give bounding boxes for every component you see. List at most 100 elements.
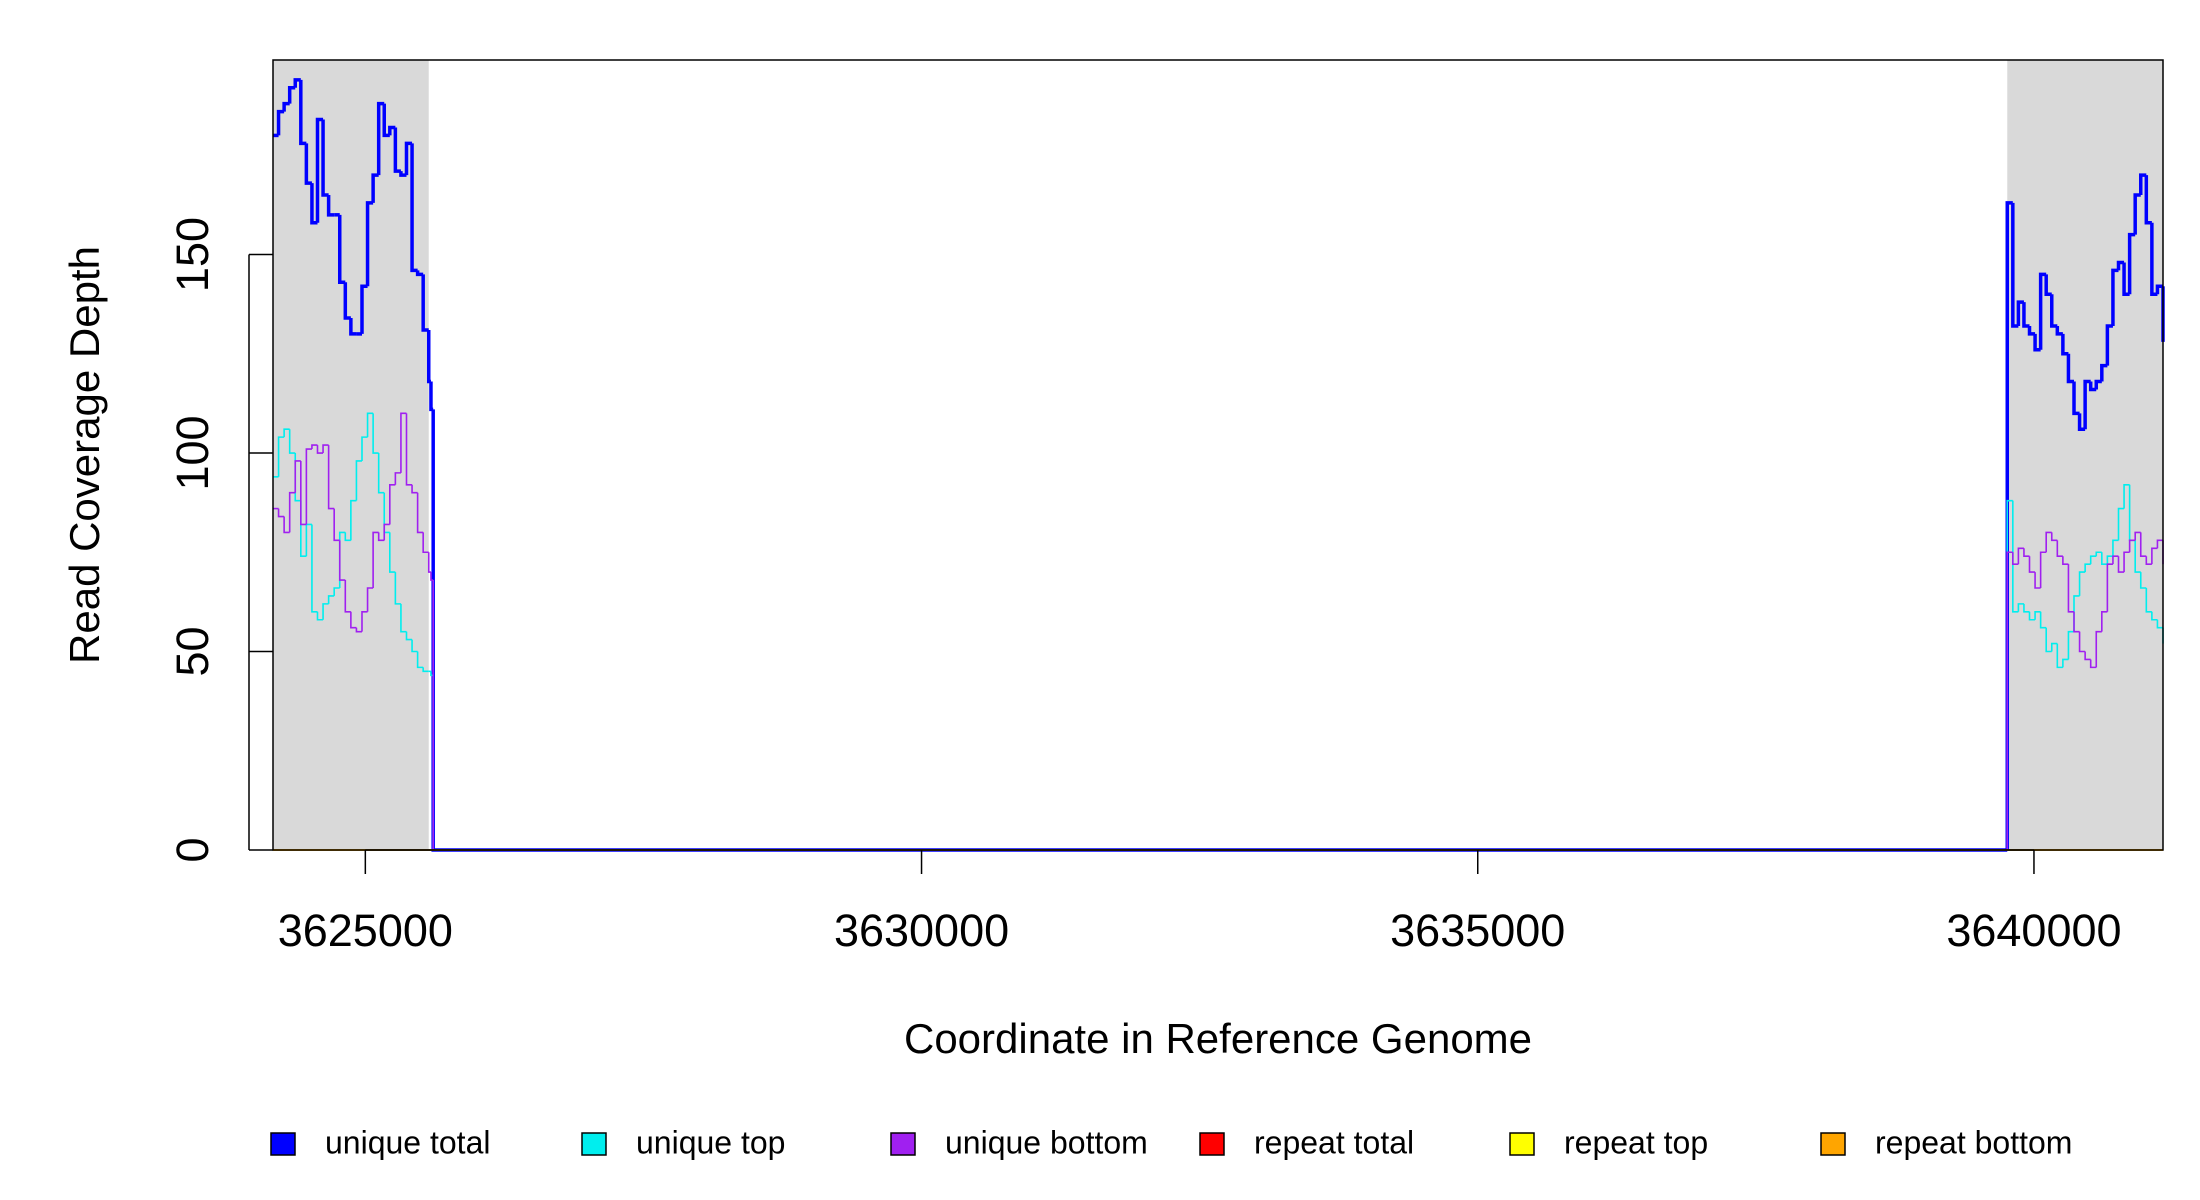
step-segment bbox=[427, 552, 431, 573]
step-segment bbox=[2027, 325, 2036, 336]
step-segment bbox=[405, 413, 413, 486]
step-segment bbox=[404, 141, 413, 176]
step-segment bbox=[304, 143, 312, 185]
x-tick-label: 3635000 bbox=[1390, 905, 1565, 956]
step-segment bbox=[394, 572, 401, 605]
step-segment bbox=[277, 508, 285, 518]
step-segment bbox=[2066, 353, 2075, 384]
step-segment bbox=[2023, 548, 2030, 558]
legend-label: repeat bottom bbox=[1875, 1124, 2072, 1160]
step-segment bbox=[361, 436, 368, 461]
step-segment bbox=[349, 318, 357, 336]
step-segment bbox=[2017, 603, 2024, 612]
step-segment bbox=[287, 86, 296, 104]
step-segment bbox=[299, 79, 307, 146]
step-segment bbox=[2150, 222, 2158, 296]
step-segment bbox=[350, 499, 357, 541]
step-segment bbox=[410, 143, 418, 273]
step-segment bbox=[333, 587, 340, 596]
step-segment bbox=[411, 484, 418, 494]
step-segment bbox=[2083, 379, 2091, 430]
step-segment bbox=[2034, 572, 2041, 589]
step-segment bbox=[2133, 193, 2141, 235]
step-segment bbox=[2122, 262, 2130, 296]
step-segment bbox=[2139, 532, 2147, 558]
step-segment bbox=[411, 639, 418, 653]
step-segment bbox=[2050, 532, 2058, 542]
step-segment bbox=[283, 428, 290, 438]
step-segment bbox=[399, 171, 407, 177]
step-segment bbox=[2038, 272, 2047, 350]
step-segment bbox=[2045, 627, 2052, 653]
legend-label: unique bottom bbox=[945, 1124, 1148, 1160]
y-tick-label: 50 bbox=[167, 626, 218, 676]
step-segment bbox=[429, 381, 434, 412]
step-segment bbox=[344, 532, 351, 542]
step-segment bbox=[2127, 232, 2136, 295]
step-segment bbox=[2139, 173, 2147, 195]
step-segment bbox=[2151, 611, 2158, 621]
y-axis-title: Read Coverage Depth bbox=[61, 246, 108, 664]
step-segment bbox=[2062, 556, 2069, 565]
step-segment bbox=[2084, 563, 2091, 573]
legend-swatch bbox=[270, 1132, 296, 1156]
step-segment bbox=[2073, 611, 2080, 633]
step-segment bbox=[422, 532, 429, 554]
x-tick-label: 3625000 bbox=[278, 905, 453, 956]
step-segment bbox=[305, 448, 312, 525]
step-segment bbox=[327, 445, 335, 510]
step-segment bbox=[355, 627, 362, 633]
step-segment bbox=[372, 413, 379, 454]
step-segment bbox=[400, 603, 407, 633]
step-segment bbox=[2012, 500, 2019, 613]
step-segment bbox=[365, 201, 374, 287]
step-segment bbox=[315, 117, 324, 223]
step-segment bbox=[2117, 556, 2125, 573]
step-segment bbox=[2088, 381, 2097, 392]
step-segment bbox=[366, 587, 374, 612]
step-segment bbox=[388, 125, 396, 136]
step-segment bbox=[2094, 379, 2102, 390]
step-segment bbox=[2056, 540, 2063, 558]
legend-swatch bbox=[890, 1132, 916, 1156]
step-segment bbox=[422, 667, 429, 673]
step-segment bbox=[2072, 381, 2080, 416]
x-tick-label: 3630000 bbox=[834, 905, 1009, 956]
step-segment bbox=[2156, 539, 2163, 549]
y-tick-label: 0 bbox=[167, 837, 218, 862]
step-segment bbox=[416, 492, 424, 534]
step-segment bbox=[288, 491, 296, 533]
step-segment bbox=[2106, 563, 2113, 612]
step-segment bbox=[293, 78, 301, 88]
step-segment bbox=[310, 183, 318, 225]
step-segment bbox=[2061, 333, 2069, 356]
step-segment bbox=[276, 109, 285, 136]
step-segment bbox=[2112, 555, 2119, 565]
step-segment bbox=[2117, 507, 2125, 541]
legend-swatch bbox=[1199, 1132, 1225, 1156]
step-segment bbox=[2139, 572, 2147, 589]
step-segment bbox=[2134, 531, 2141, 541]
step-segment bbox=[393, 127, 401, 173]
step-segment bbox=[344, 580, 351, 613]
step-segment bbox=[432, 580, 2008, 851]
step-segment bbox=[2123, 551, 2130, 573]
step-segment bbox=[282, 101, 290, 112]
step-segment bbox=[394, 472, 401, 485]
step-segment bbox=[2084, 651, 2091, 661]
step-segment bbox=[2017, 547, 2024, 565]
step-segment bbox=[2050, 294, 2058, 328]
step-segment bbox=[377, 532, 385, 542]
step-segment bbox=[2022, 302, 2030, 328]
step-segment bbox=[405, 631, 413, 641]
step-segment bbox=[376, 101, 385, 176]
step-segment bbox=[430, 572, 434, 581]
step-segment bbox=[311, 444, 318, 450]
step-segment bbox=[2056, 643, 2063, 669]
step-segment bbox=[2006, 551, 2013, 850]
step-segment bbox=[2055, 325, 2063, 336]
step-segment bbox=[2155, 284, 2163, 295]
step-segment bbox=[316, 445, 324, 454]
step-segment bbox=[322, 444, 329, 454]
step-segment bbox=[426, 329, 431, 384]
